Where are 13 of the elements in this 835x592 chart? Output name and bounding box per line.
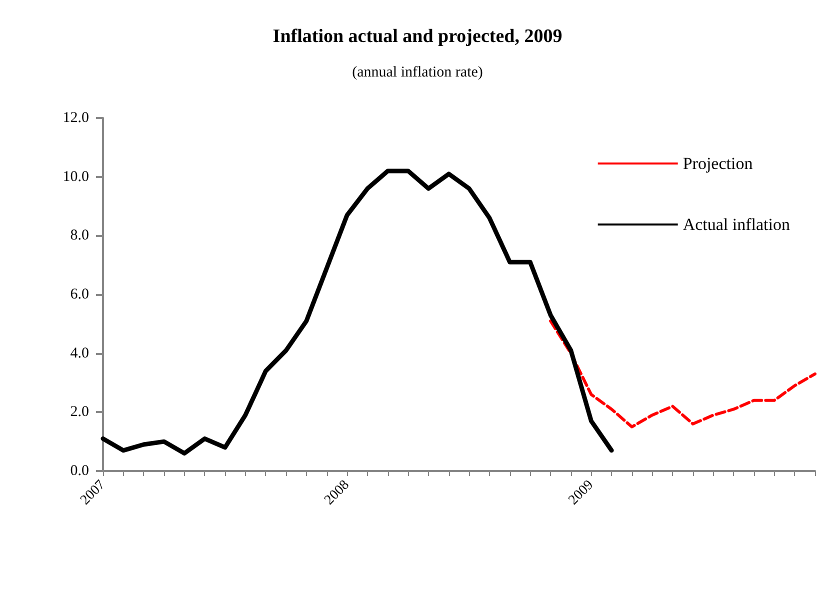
chart-subtitle: (annual inflation rate) [352,64,483,80]
y-tick-label: 8.0 [70,228,89,244]
legend-label: Projection [682,154,754,173]
y-tick-label: 4.0 [70,345,89,362]
y-tick-label: 10.0 [62,168,89,185]
legend-label: Actual inflation [682,215,790,234]
line-series [549,319,816,428]
chart-title: Inflation actual and projected, 2009 [272,26,562,47]
y-tick-label: 6.0 [70,286,89,302]
line-series [100,168,614,456]
y-tick-label: 2.0 [70,404,89,420]
y-tick-label: 12.0 [62,110,89,126]
y-tick-label: 0.0 [70,463,89,479]
